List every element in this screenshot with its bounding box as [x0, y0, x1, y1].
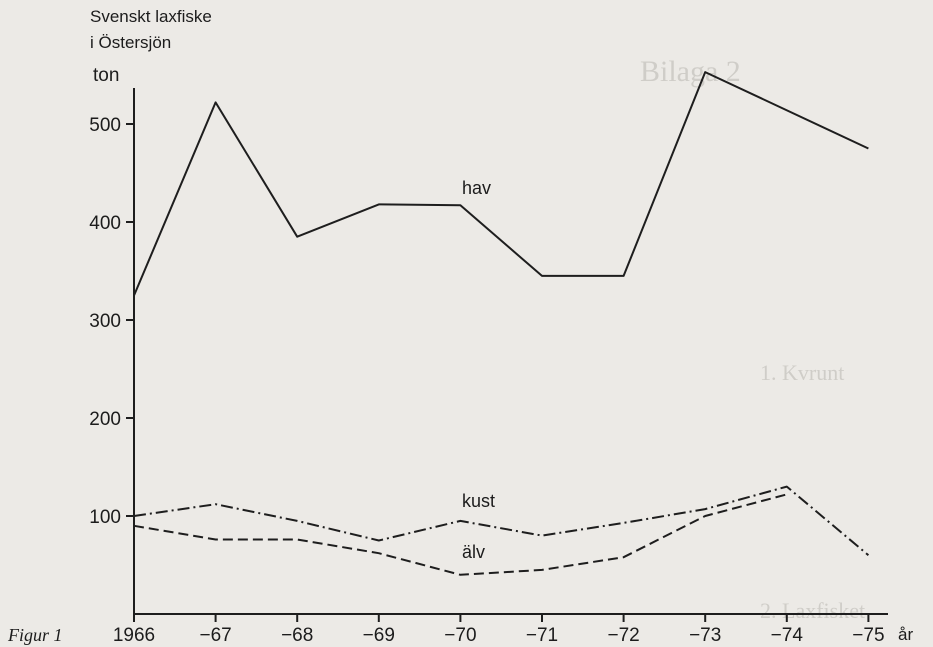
y-tick-label: 500: [89, 115, 121, 136]
chart-title-line-1: Svenskt laxfiske: [90, 7, 212, 26]
x-tick-label: −71: [526, 625, 558, 646]
x-tick-label: −74: [771, 625, 804, 646]
y-axis-unit-label: ton: [93, 65, 119, 86]
series-label-alv: älv: [462, 542, 485, 562]
axis-ticks: 100 200 300 400 500 1966 −67 −68 −69 −70 −71 −72 −73…: [89, 115, 884, 646]
x-tick-label: −67: [199, 625, 231, 646]
x-axis-unit-label: år: [898, 625, 913, 644]
y-tick-label: 200: [89, 409, 121, 430]
y-tick-label: 400: [89, 213, 121, 234]
x-tick-label: −70: [444, 625, 476, 646]
figure-caption: Figur 1: [7, 625, 63, 645]
x-tick-label: −75: [852, 625, 884, 646]
x-tick-label: −72: [607, 625, 639, 646]
chart-axes: [133, 88, 888, 615]
y-tick-label: 100: [89, 507, 121, 528]
x-tick-label: 1966: [113, 625, 155, 646]
x-tick-label: −69: [363, 625, 395, 646]
series-line-hav: [133, 71, 869, 296]
x-tick-label: −73: [689, 625, 721, 646]
x-tick-label: −68: [281, 625, 313, 646]
y-tick-label: 300: [89, 311, 121, 332]
series-label-kust: kust: [462, 491, 495, 511]
series-line-kust: [133, 485, 870, 556]
chart-title-line-2: i Östersjön: [90, 33, 171, 52]
chart-series: [133, 71, 870, 576]
series-label-hav: hav: [462, 178, 491, 198]
series-line-älv: [133, 493, 788, 576]
